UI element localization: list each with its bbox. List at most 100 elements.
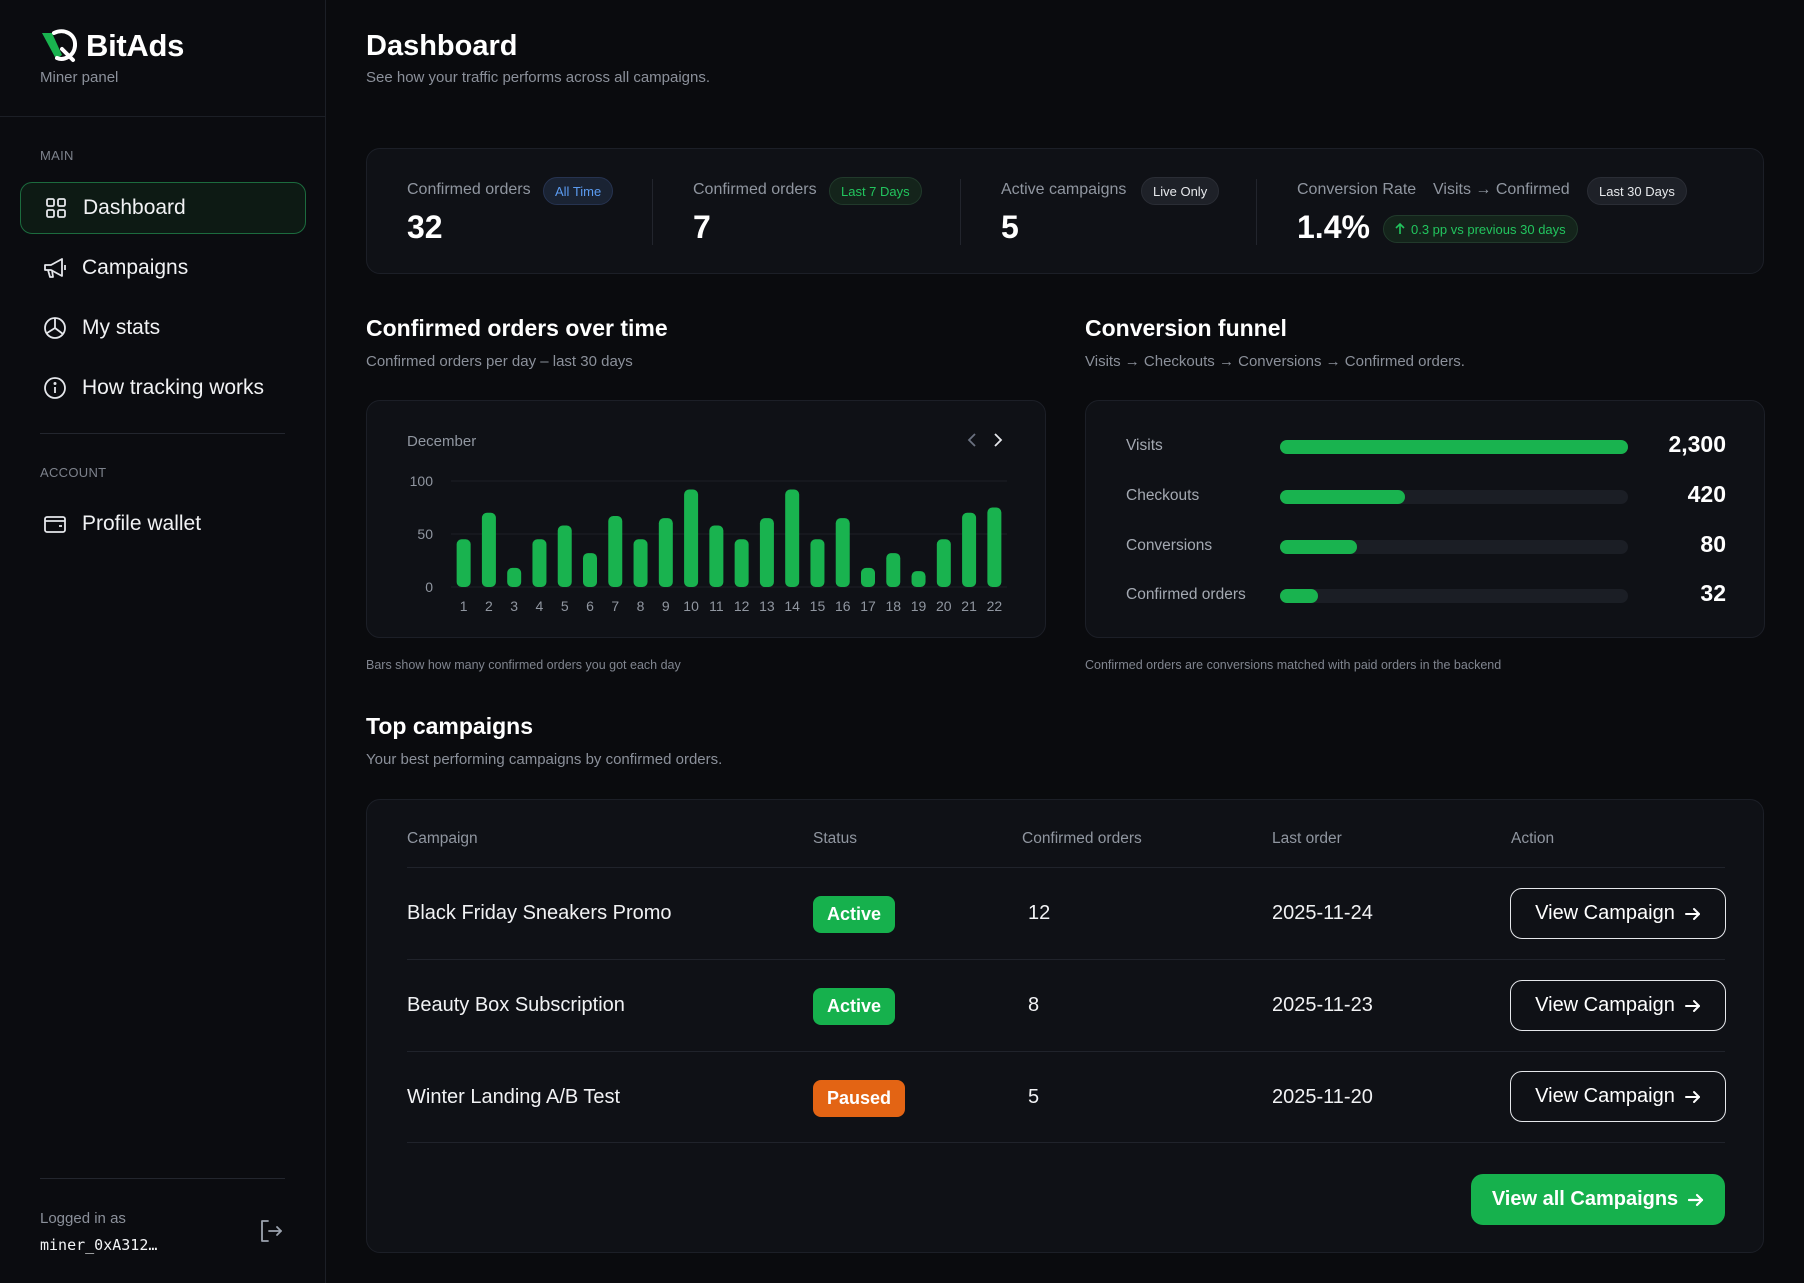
- stat-value: 5: [1001, 209, 1019, 245]
- chart-bar: [835, 518, 850, 587]
- chart-next-button[interactable]: [987, 429, 1009, 451]
- last-order-date: 2025-11-20: [1272, 1086, 1373, 1108]
- nav-divider: [40, 433, 285, 434]
- chart-bar: [987, 507, 1002, 587]
- funnel-bar: [1280, 589, 1319, 603]
- chevron-left-icon: [967, 433, 976, 447]
- stat-label: Confirmed orders: [693, 181, 817, 198]
- x-tick-label: 13: [759, 598, 775, 614]
- funnel-bar: [1280, 490, 1406, 504]
- brand[interactable]: BitAds: [40, 28, 184, 64]
- chart-bar: [886, 553, 901, 587]
- delta-badge: 0.3 pp vs previous 30 days: [1383, 215, 1578, 243]
- stat-badge: All Time: [543, 177, 614, 205]
- x-tick-label: 22: [987, 598, 1003, 614]
- funnel-title: Conversion funnel: [1085, 315, 1287, 341]
- column-header-status: Status: [813, 830, 857, 847]
- arrow-right-icon: [1684, 1090, 1700, 1103]
- last-order-date: 2025-11-24: [1272, 902, 1373, 924]
- campaigns-title: Top campaigns: [366, 713, 533, 739]
- view-campaign-button[interactable]: View Campaign: [1510, 980, 1726, 1031]
- sidebar-item-profile-wallet[interactable]: Profile wallet: [20, 498, 306, 550]
- arrow-right-icon: [1684, 999, 1700, 1012]
- chart-bar: [583, 553, 597, 587]
- row-divider: [407, 867, 1725, 868]
- funnel-track: [1280, 540, 1628, 554]
- column-header-last-order: Last order: [1272, 830, 1342, 847]
- funnel-card: Visits 2,300 Checkouts 420 Conversions 8…: [1085, 400, 1765, 638]
- chart-month: December: [407, 433, 477, 450]
- button-label: View Campaign: [1535, 902, 1675, 924]
- x-tick-label: 5: [561, 598, 569, 614]
- x-tick-label: 11: [709, 598, 724, 614]
- chart-bar: [962, 512, 977, 587]
- column-header-action: Action: [1511, 830, 1555, 847]
- funnel-row-conversions: Conversions 80: [1126, 531, 1726, 561]
- funnel-track: [1280, 490, 1628, 504]
- sidebar-item-campaigns[interactable]: Campaigns: [20, 242, 306, 294]
- funnel-track: [1280, 589, 1628, 603]
- chart-bar: [861, 567, 875, 587]
- funnel-bar: [1280, 540, 1357, 554]
- status-badge: Active: [813, 896, 896, 933]
- sidebar-item-my-stats[interactable]: My stats: [20, 302, 306, 354]
- arrow-right-icon: [1688, 1193, 1704, 1206]
- sidebar-item-label: Dashboard: [83, 196, 186, 219]
- chart-bar: [684, 489, 699, 587]
- x-tick-label: 12: [734, 598, 750, 614]
- sidebar-item-how-tracking-works[interactable]: How tracking works: [20, 362, 306, 414]
- x-tick-label: 15: [810, 598, 826, 614]
- username: miner_0xA312…: [40, 1236, 158, 1254]
- last-order-date: 2025-11-23: [1272, 994, 1373, 1016]
- button-label: View all Campaigns: [1491, 1188, 1679, 1210]
- chart-bar: [911, 571, 926, 587]
- orders-chart-card: December 0 50 100 1 2 3 4 5 6 7 8 9 10 11 12 13 14 15 16 17…: [366, 400, 1046, 638]
- chart-bar: [810, 539, 825, 587]
- stat-value: 32: [407, 209, 443, 245]
- sidebar: BitAds Miner panel MAIN Dashboard Campai…: [0, 0, 326, 1283]
- stats-card: Confirmed orders All Time 32 Confirmed o…: [366, 148, 1764, 274]
- stat-divider: [1256, 179, 1257, 245]
- x-tick-label: 1: [460, 598, 468, 614]
- campaign-name: Black Friday Sneakers Promo: [407, 902, 672, 924]
- view-campaign-button[interactable]: View Campaign: [1510, 888, 1726, 939]
- row-divider: [407, 1142, 1725, 1143]
- status-badge: Paused: [813, 1080, 906, 1117]
- column-header-confirmed-orders: Confirmed orders: [1022, 830, 1142, 847]
- stat-value: 1.4%: [1297, 209, 1370, 245]
- megaphone-icon: [42, 255, 68, 281]
- row-divider: [407, 1051, 1725, 1052]
- x-tick-label: 20: [936, 598, 952, 614]
- view-campaign-button[interactable]: View Campaign: [1510, 1071, 1726, 1122]
- sidebar-item-dashboard[interactable]: Dashboard: [20, 182, 306, 234]
- x-tick-label: 6: [586, 598, 594, 614]
- bitads-logo-icon: [42, 29, 78, 62]
- account-section-label: ACCOUNT: [40, 465, 107, 480]
- page-subtitle: See how your traffic performs across all…: [366, 69, 711, 86]
- orders-chart-footnote: Bars show how many confirmed orders you …: [366, 658, 681, 672]
- stat-divider: [960, 179, 961, 245]
- page-title: Dashboard: [366, 30, 518, 62]
- stat-label: Active campaigns: [1001, 181, 1127, 198]
- logout-button[interactable]: [258, 1218, 286, 1246]
- x-tick-label: 2: [485, 598, 493, 614]
- x-tick-label: 3: [510, 598, 518, 614]
- brand-name: BitAds: [86, 28, 185, 63]
- campaigns-table: Campaign Status Confirmed orders Last or…: [366, 799, 1764, 1253]
- logout-icon: [261, 1220, 282, 1242]
- chart-prev-button[interactable]: [961, 429, 983, 451]
- row-divider: [407, 959, 1725, 960]
- funnel-label: Confirmed orders: [1126, 586, 1246, 603]
- sidebar-divider: [0, 116, 325, 117]
- funnel-label: Visits: [1126, 437, 1163, 454]
- funnel-row-confirmed-orders: Confirmed orders 32: [1126, 580, 1726, 610]
- funnel-bar: [1280, 440, 1628, 454]
- grid-icon: [43, 195, 69, 221]
- y-tick-label: 50: [417, 526, 433, 542]
- view-all-campaigns-button[interactable]: View all Campaigns: [1471, 1174, 1725, 1225]
- stat-value: 7: [693, 209, 711, 245]
- button-label: View Campaign: [1535, 1085, 1675, 1107]
- chart-bar: [481, 512, 496, 587]
- arrow-right-icon: [1684, 907, 1700, 920]
